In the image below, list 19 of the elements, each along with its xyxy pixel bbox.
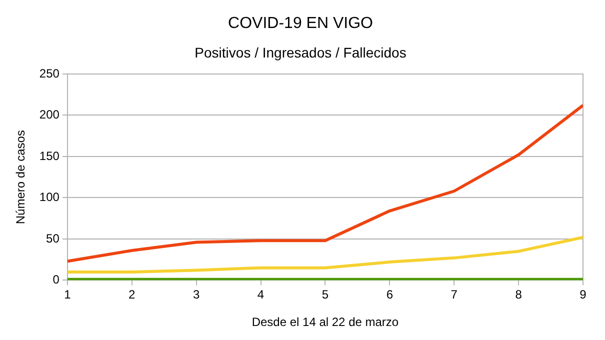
chart-subtitle: Positivos / Ingresados / Fallecidos	[194, 44, 406, 60]
y-tick-label: 250	[39, 66, 60, 80]
x-axis-title: Desde el 14 al 22 de marzo	[252, 315, 399, 330]
x-tick-label: 5	[322, 288, 329, 302]
x-tick-label: 9	[580, 288, 587, 302]
x-tick-label: 2	[128, 288, 136, 302]
x-tick-label: 3	[192, 288, 200, 302]
x-tick-label: 1	[64, 288, 72, 302]
x-tick-label: 8	[515, 288, 522, 302]
x-tick-label: 7	[450, 288, 458, 302]
x-tick-label: 4	[257, 288, 264, 302]
y-tick-label: 200	[39, 108, 60, 122]
y-tick-label: 100	[39, 190, 60, 204]
chart-title: COVID-19 EN VIGO	[228, 15, 373, 32]
y-tick-label: 50	[46, 231, 60, 246]
y-axis-title: Número de casos	[14, 130, 28, 224]
y-tick-label: 0	[52, 272, 60, 287]
y-tick-label: 150	[39, 148, 60, 163]
x-tick-label: 6	[386, 288, 394, 302]
